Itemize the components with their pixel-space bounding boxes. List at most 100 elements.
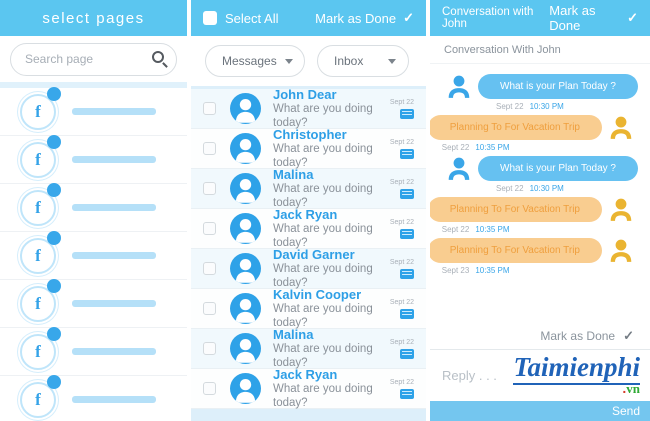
conversation-date: Sept 22 <box>389 178 414 186</box>
page-list-item[interactable]: f <box>0 230 187 280</box>
envelope-icon[interactable] <box>400 348 414 359</box>
chat-header-title: Conversation with John <box>442 6 534 30</box>
envelope-icon[interactable] <box>400 148 414 159</box>
chat-bubble: Planning To For Vacation Trip <box>430 115 602 140</box>
person-avatar-icon <box>230 133 261 164</box>
envelope-icon[interactable] <box>400 308 414 319</box>
conversation-preview: What are you doing today? <box>273 143 373 169</box>
conversation-list-item[interactable]: Malina What are you doing today? Sept 22 <box>191 327 426 369</box>
conversation-list-item[interactable]: John Dear What are you doing today? Sept… <box>191 87 426 129</box>
conversation-list-item[interactable]: David Garner What are you doing today? S… <box>191 247 426 289</box>
conversation-checkbox[interactable] <box>203 302 216 315</box>
conversation-preview: What are you doing today? <box>273 383 373 409</box>
mark-as-done-label: Mark as Done <box>540 329 616 343</box>
chevron-down-icon <box>388 58 396 64</box>
mark-as-done-button[interactable]: Mark as Done ✓ <box>315 10 414 26</box>
chat-message: What is your Plan Today ? Sept 22 10:30 … <box>440 156 640 193</box>
page-list-item[interactable]: f <box>0 326 187 376</box>
reply-input[interactable] <box>442 368 522 383</box>
conversation-checkbox[interactable] <box>203 382 216 395</box>
notification-dot-icon <box>47 326 61 341</box>
conversation-preview: What are you doing today? <box>273 343 373 369</box>
chat-message: What is your Plan Today ? Sept 22 10:30 … <box>440 74 640 111</box>
conversation-checkbox[interactable] <box>203 342 216 355</box>
search-icon[interactable] <box>152 50 164 63</box>
facebook-icon: f <box>20 134 61 178</box>
pages-panel: select pages f f f f <box>0 0 187 421</box>
select-all-label[interactable]: Select All <box>225 10 279 26</box>
conversation-date: Sept 22 <box>389 138 414 146</box>
conversation-checkbox[interactable] <box>203 142 216 155</box>
page-name-placeholder <box>72 108 156 115</box>
chat-bubble: What is your Plan Today ? <box>478 156 638 181</box>
person-avatar-icon <box>446 74 472 100</box>
taimienphi-watermark: Taimienphi .vn <box>513 352 640 396</box>
conversations-panel: Select All Mark as Done ✓ Messages Inbox… <box>191 0 426 421</box>
page-list-item[interactable]: f <box>0 86 187 136</box>
chat-mark-as-done-button[interactable]: Mark as Done ✓ <box>549 3 638 33</box>
page-search-input[interactable] <box>25 52 155 66</box>
pages-panel-title: select pages <box>42 9 145 27</box>
chat-footer-mark-as-done[interactable]: Mark as Done ✓ <box>430 323 650 349</box>
conversation-list: John Dear What are you doing today? Sept… <box>191 86 426 421</box>
filter-bar: Messages Inbox <box>191 36 426 86</box>
page-list-item[interactable]: f <box>0 278 187 328</box>
page-list-item[interactable]: f <box>0 374 187 421</box>
conversation-checkbox[interactable] <box>203 222 216 235</box>
message-timestamp: Sept 22 10:35 PM <box>441 143 510 152</box>
conversation-date: Sept 22 <box>389 298 414 306</box>
page-list-item[interactable]: f <box>0 134 187 184</box>
conversation-name: Jack Ryan <box>273 367 338 382</box>
envelope-icon[interactable] <box>400 388 414 399</box>
conversation-date: Sept 22 <box>389 98 414 106</box>
envelope-icon[interactable] <box>400 188 414 199</box>
check-icon: ✓ <box>627 10 638 25</box>
conversation-list-item[interactable]: Malina What are you doing today? Sept 22 <box>191 167 426 209</box>
conversation-name: Christopher <box>273 127 347 142</box>
facebook-icon: f <box>20 374 61 418</box>
reply-bar: Taimienphi .vn <box>430 349 650 401</box>
person-avatar-icon <box>608 238 634 264</box>
conversation-list-item[interactable]: Jack Ryan What are you doing today? Sept… <box>191 367 426 409</box>
conversation-preview: What are you doing today? <box>273 103 373 129</box>
person-avatar-icon <box>230 293 261 324</box>
check-icon: ✓ <box>623 328 634 343</box>
notification-dot-icon <box>47 278 61 293</box>
chat-message: Planning To For Vacation Trip Sept 22 10… <box>430 197 640 234</box>
messages-dropdown[interactable]: Messages <box>205 45 305 77</box>
inbox-dropdown[interactable]: Inbox <box>317 45 409 77</box>
envelope-icon[interactable] <box>400 108 414 119</box>
conversation-list-item[interactable]: Jack Ryan What are you doing today? Sept… <box>191 207 426 249</box>
envelope-icon[interactable] <box>400 268 414 279</box>
conversation-list-item[interactable]: Kalvin Cooper What are you doing today? … <box>191 287 426 329</box>
page-list-item[interactable]: f <box>0 182 187 232</box>
conversation-date: Sept 22 <box>389 338 414 346</box>
chat-subheader: Conversation With John <box>430 36 650 64</box>
send-button[interactable]: Send <box>611 404 640 418</box>
conversation-preview: What are you doing today? <box>273 183 373 209</box>
facebook-icon: f <box>20 230 61 274</box>
notification-dot-icon <box>47 230 61 245</box>
conversation-name: Kalvin Cooper <box>273 287 362 302</box>
conversation-name: Malina <box>273 327 314 342</box>
person-avatar-icon <box>230 253 261 284</box>
person-avatar-icon <box>608 115 634 141</box>
conversation-checkbox[interactable] <box>203 102 216 115</box>
conversation-checkbox[interactable] <box>203 262 216 275</box>
person-avatar-icon <box>230 213 261 244</box>
envelope-icon[interactable] <box>400 228 414 239</box>
chat-bubble: Planning To For Vacation Trip <box>430 197 602 222</box>
select-all-checkbox[interactable] <box>203 11 217 25</box>
conversation-checkbox[interactable] <box>203 182 216 195</box>
send-bar: Send <box>430 401 650 421</box>
watermark-text: Taimienphi <box>513 352 640 385</box>
conversation-preview: What are you doing today? <box>273 263 373 289</box>
page-search-pill[interactable] <box>10 42 177 76</box>
chat-message-area: What is your Plan Today ? Sept 22 10:30 … <box>430 64 650 323</box>
mark-as-done-label: Mark as Done <box>315 10 397 26</box>
conversation-list-item[interactable]: Christopher What are you doing today? Se… <box>191 127 426 169</box>
facebook-icon: f <box>20 326 61 370</box>
inbox-dropdown-value: Inbox <box>334 54 364 68</box>
page-name-placeholder <box>72 348 156 355</box>
